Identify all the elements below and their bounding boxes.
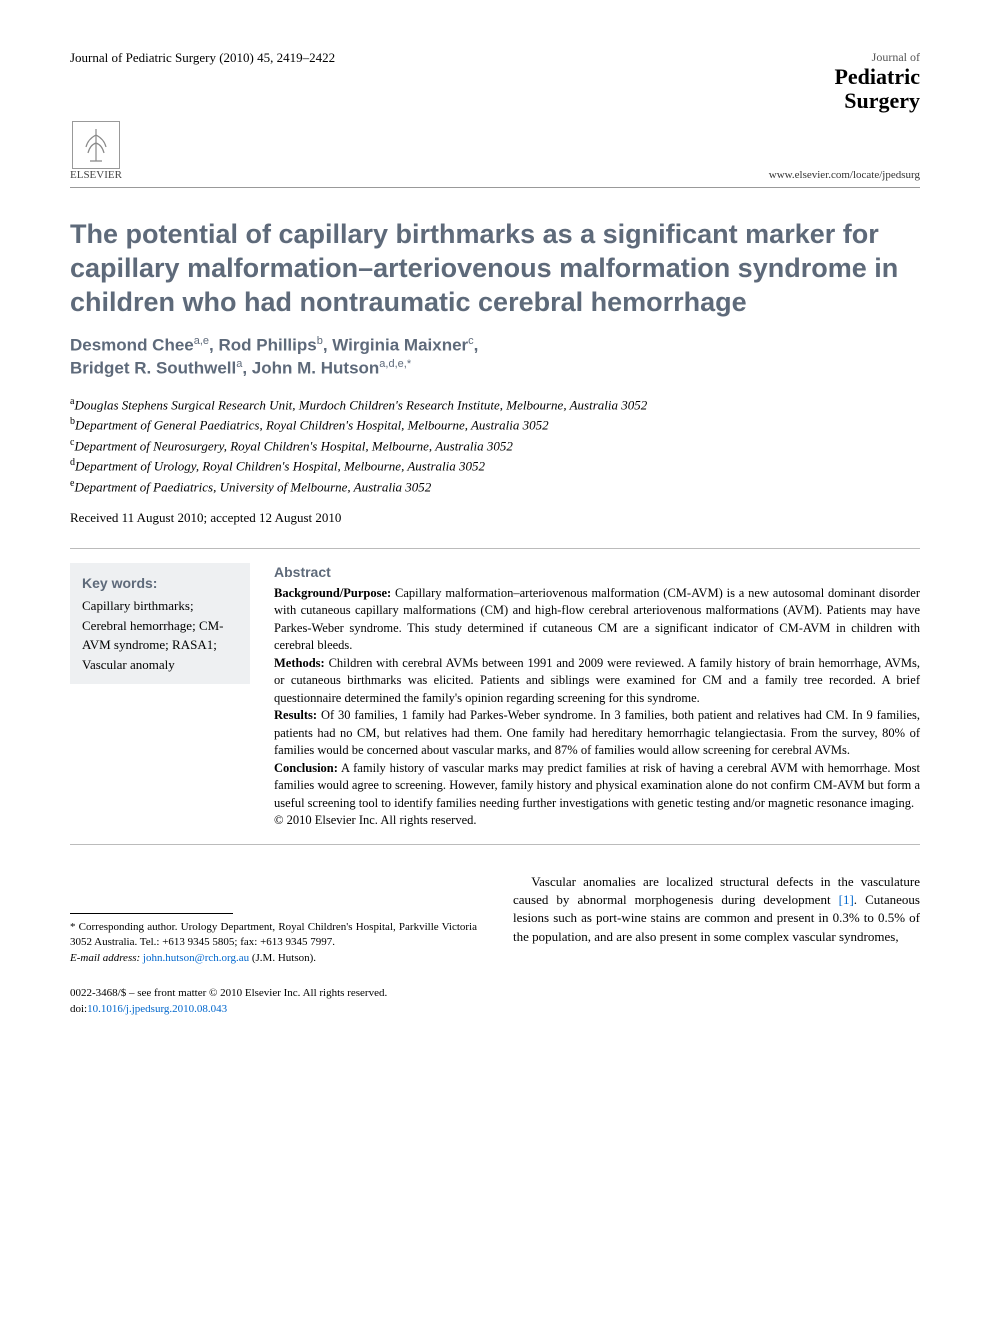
abstract-copyright: © 2010 Elsevier Inc. All rights reserved… [274, 812, 920, 830]
citation-1[interactable]: [1] [839, 892, 854, 907]
logo-row: ELSEVIER www.elsevier.com/locate/jpedsur… [70, 121, 920, 188]
elsevier-tree-icon [72, 121, 120, 169]
doi-block: 0022-3468/$ – see front matter © 2010 El… [70, 986, 477, 1017]
affiliations: aDouglas Stephens Surgical Research Unit… [70, 395, 920, 497]
page-container: Journal of Pediatric Surgery (2010) 45, … [0, 0, 990, 1057]
footnote-rule [70, 913, 233, 914]
doi-line: doi:10.1016/j.jpedsurg.2010.08.043 [70, 1002, 477, 1017]
affiliation-a: aDouglas Stephens Surgical Research Unit… [70, 395, 920, 415]
journal-url[interactable]: www.elsevier.com/locate/jpedsurg [769, 169, 920, 181]
corresponding-author: * Corresponding author. Urology Departme… [70, 920, 477, 966]
abstract-body: Abstract Background/Purpose: Capillary m… [274, 563, 920, 830]
abstract-background: Background/Purpose: Capillary malformati… [274, 585, 920, 655]
keywords-list: Capillary birthmarks; Cerebral hemorrhag… [82, 596, 238, 674]
elsevier-logo: ELSEVIER [70, 121, 122, 181]
corresponding-email-line: E-mail address: john.hutson@rch.org.au (… [70, 951, 477, 966]
abstract-methods: Methods: Children with cerebral AVMs bet… [274, 655, 920, 708]
affiliation-d: dDepartment of Urology, Royal Children's… [70, 456, 920, 476]
affiliation-e: eDepartment of Paediatrics, University o… [70, 477, 920, 497]
keywords-box: Key words: Capillary birthmarks; Cerebra… [70, 563, 250, 684]
abstract-section: Key words: Capillary birthmarks; Cerebra… [70, 548, 920, 845]
abstract-conclusion: Conclusion: A family history of vascular… [274, 760, 920, 813]
body-paragraph-1: Vascular anomalies are localized structu… [513, 873, 920, 946]
journal-name-line1: Pediatric [834, 65, 920, 89]
received-dates: Received 11 August 2010; accepted 12 Aug… [70, 510, 920, 526]
issn-line: 0022-3468/$ – see front matter © 2010 El… [70, 986, 477, 1001]
abstract-heading: Abstract [274, 563, 920, 583]
elsevier-label: ELSEVIER [70, 169, 122, 181]
journal-name-prefix: Journal of [834, 50, 920, 65]
article-title: The potential of capillary birthmarks as… [70, 218, 920, 319]
author-list: Desmond Cheea,e, Rod Phillipsb, Wirginia… [70, 334, 920, 381]
journal-reference: Journal of Pediatric Surgery (2010) 45, … [70, 50, 335, 66]
left-column: * Corresponding author. Urology Departme… [70, 873, 477, 1017]
header-row: Journal of Pediatric Surgery (2010) 45, … [70, 50, 920, 113]
journal-name-line2: Surgery [834, 89, 920, 113]
abstract-results: Results: Of 30 families, 1 family had Pa… [274, 707, 920, 760]
right-column: Vascular anomalies are localized structu… [513, 873, 920, 1017]
doi-link[interactable]: 10.1016/j.jpedsurg.2010.08.043 [87, 1003, 227, 1015]
journal-title-box: Journal of Pediatric Surgery [834, 50, 920, 113]
corresponding-text: * Corresponding author. Urology Departme… [70, 920, 477, 951]
affiliation-c: cDepartment of Neurosurgery, Royal Child… [70, 436, 920, 456]
affiliation-b: bDepartment of General Paediatrics, Roya… [70, 415, 920, 435]
body-columns: * Corresponding author. Urology Departme… [70, 873, 920, 1017]
email-link[interactable]: john.hutson@rch.org.au [143, 952, 249, 964]
keywords-heading: Key words: [82, 573, 238, 594]
